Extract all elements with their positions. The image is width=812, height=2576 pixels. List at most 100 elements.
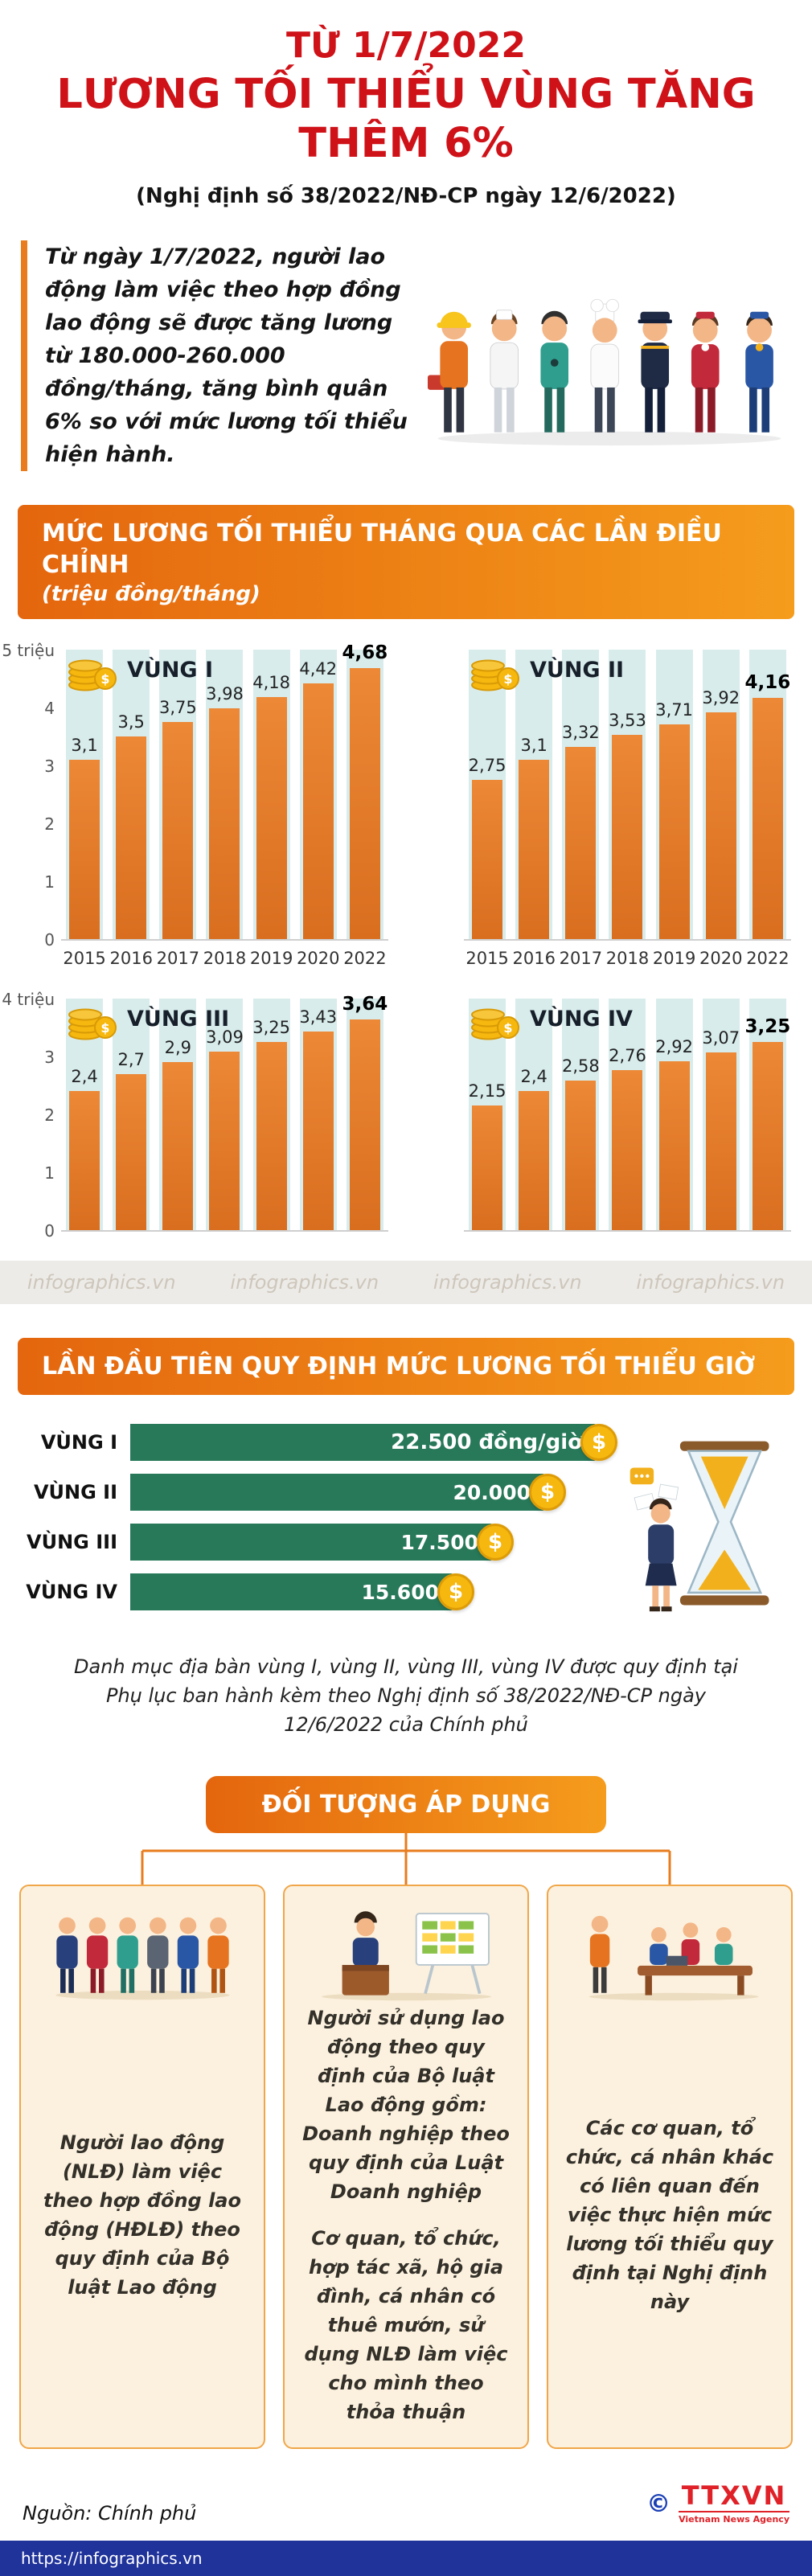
coins-icon [470, 648, 522, 691]
card-employers-paragraph-1: Người sử dụng lao động theo quy định của… [302, 2007, 510, 2204]
hourly-row: VÙNG II 20.000 $ [23, 1474, 621, 1512]
y-tick-label: 3 [44, 1048, 55, 1068]
bar [472, 780, 503, 940]
hourglass-illustration [621, 1431, 789, 1616]
chart-title: VÙNG II [530, 657, 625, 683]
bar [752, 698, 783, 940]
bar [752, 1042, 783, 1231]
year-label: 2020 [297, 949, 340, 969]
bar-column: 3,1 [511, 650, 557, 940]
hourly-bar: 20.000 $ [130, 1474, 566, 1512]
chart-y-axis [424, 650, 464, 968]
hourly-track: 15.600 $ [130, 1573, 621, 1611]
y-tick-label: 5 triệu [2, 641, 55, 661]
chart-x-axis: 2015 2016 2017 2018 2019 2020 2022 [61, 949, 388, 968]
bar-value: 3,75 [158, 698, 197, 718]
chart-vung-ii: VÙNG II 2,75 3,1 3,32 3,53 3,71 3,92 4,16 2015… [424, 650, 791, 968]
bar [302, 683, 334, 940]
bar-column: 3,1 [61, 650, 108, 940]
bar-column: 3,75 [154, 650, 201, 940]
bar-value: 3,43 [299, 1007, 338, 1028]
bar-value: 3,92 [702, 688, 740, 708]
y-tick-label: 4 triệu [2, 990, 55, 1010]
chart-title: VÙNG IV [530, 1006, 633, 1032]
bar-column: 4,16 [744, 650, 791, 940]
year-label: 2017 [559, 949, 603, 969]
chart-x-axis: 2015 2016 2017 2018 2019 2020 2022 [464, 949, 791, 968]
chart-plot: 2,4 2,7 2,9 3,09 3,25 3,43 3,64 [61, 994, 388, 1233]
bar-column: 3,64 [342, 994, 388, 1231]
bar-value: 3,25 [744, 1016, 791, 1038]
bar-column: 2,92 [651, 999, 698, 1231]
ttxvn-logo: © TTXVN Vietnam News Agency [646, 2483, 789, 2525]
bar-value: 2,15 [468, 1081, 506, 1101]
chart-plot: 2,75 3,1 3,32 3,53 3,71 3,92 4,16 [464, 650, 791, 941]
bar [612, 1070, 643, 1231]
bar-value: 3,98 [206, 684, 244, 704]
monthly-section-title: MỨC LƯƠNG TỐI THIỂU THÁNG QUA CÁC LẦN ĐI… [42, 519, 722, 580]
hourly-section-title: LẦN ĐẦU TIÊN QUY ĐỊNH MỨC LƯƠNG TỐI THIỂ… [42, 1352, 756, 1381]
y-tick-label: 4 [44, 699, 55, 719]
decree-subtitle: (Nghị định số 38/2022/NĐ-CP ngày 12/6/20… [136, 183, 676, 208]
hourly-bar: 22.500 đồng/giờ $ [130, 1424, 617, 1462]
year-label: 2018 [605, 949, 650, 969]
bar-column: 2,76 [604, 999, 650, 1231]
bar-value: 3,07 [702, 1028, 740, 1048]
y-tick-label: 2 [44, 1105, 55, 1126]
bar [69, 760, 100, 940]
bar-value: 2,76 [609, 1046, 646, 1066]
bar-value: 3,64 [342, 994, 388, 1015]
card-employers-paragraph-2: Cơ quan, tổ chức, hợp tác xã, hộ gia đìn… [304, 2227, 508, 2424]
bar [162, 722, 194, 940]
bar [658, 724, 690, 940]
workers-illustration [428, 265, 791, 447]
bar-column: 4,18 [248, 650, 295, 940]
bar-value: 2,9 [164, 1038, 192, 1058]
related-parties-illustration [588, 1916, 758, 2001]
bar-value: 2,58 [561, 1056, 600, 1077]
footer-bar: https://infographics.vn [0, 2541, 812, 2576]
bar-column: 3,25 [744, 999, 791, 1231]
copyright-icon: © [646, 2489, 671, 2518]
bar [116, 1074, 147, 1231]
watermark-strip: infographics.vn infographics.vn infographi… [0, 1261, 812, 1305]
y-tick-label: 1 [44, 1163, 55, 1183]
employers-illustration [321, 1911, 491, 2001]
bar-value: 3,1 [71, 736, 98, 756]
bar [162, 1062, 194, 1231]
y-tick-label: 2 [44, 814, 55, 835]
bar-value: 3,32 [561, 723, 600, 743]
card-employers-text: Người sử dụng lao động theo quy định của… [301, 2004, 511, 2426]
bar-column: 2,58 [557, 999, 604, 1231]
page-title: LƯƠNG TỐI THIỂU VÙNG TĂNG THÊM 6% [56, 70, 756, 167]
year-label: 2019 [652, 949, 696, 969]
bar [69, 1091, 100, 1231]
year-label: 2022 [746, 949, 789, 969]
year-label: 2017 [156, 949, 200, 969]
bar [705, 712, 736, 940]
bar [302, 1032, 334, 1231]
y-tick-label: 1 [44, 872, 55, 892]
subject-cards: Người lao động (NLĐ) làm việc theo hợp đ… [0, 1885, 812, 2450]
dollar-coin-icon: $ [477, 1524, 514, 1561]
year-label: 2015 [465, 949, 509, 969]
year-label: 2018 [203, 949, 247, 969]
website-link[interactable]: https://infographics.vn [21, 2549, 203, 2569]
year-label: 2016 [109, 949, 153, 969]
bar-value: 3,25 [252, 1018, 290, 1038]
watermark-text: infographics.vn [433, 1271, 582, 1294]
hourly-value: 15.600 [361, 1580, 439, 1604]
card-employers: Người sử dụng lao động theo quy định của… [283, 1885, 529, 2450]
bar-column: 3,98 [201, 650, 248, 940]
chart-y-axis [424, 999, 464, 1232]
hourly-track: 17.500 $ [130, 1524, 621, 1561]
bar-column: 3,92 [698, 650, 744, 940]
bar [565, 1081, 597, 1231]
hourly-section-banner: LẦN ĐẦU TIÊN QUY ĐỊNH MỨC LƯƠNG TỐI THIỂ… [18, 1338, 794, 1396]
bar-column: 3,53 [604, 650, 650, 940]
chart-vung-iv: VÙNG IV 2,15 2,4 2,58 2,76 2,92 3,07 3,25 [424, 999, 791, 1233]
bar-column: 3,09 [201, 999, 248, 1231]
bar-column: 2,75 [464, 650, 511, 940]
hourly-bar: 15.600 $ [130, 1573, 474, 1611]
employees-illustration [55, 1917, 230, 2000]
